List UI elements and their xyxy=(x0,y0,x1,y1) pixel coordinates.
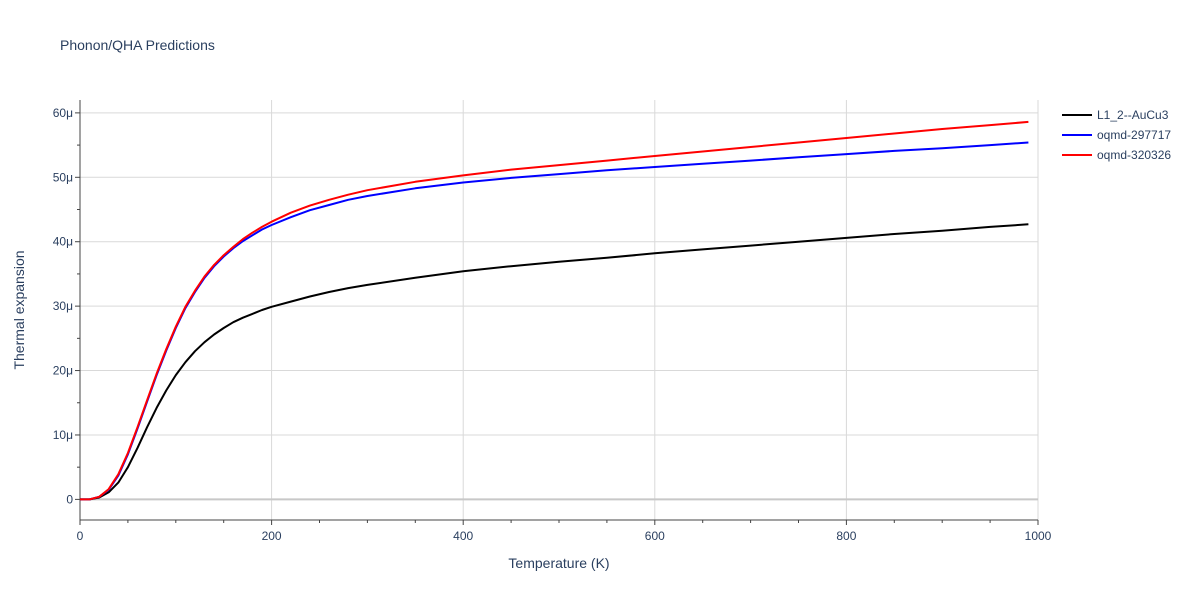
series-line-L1_2--AuCu3 xyxy=(80,223,1029,501)
x-tick-label: 200 xyxy=(262,529,282,543)
x-tick-label: 400 xyxy=(453,529,473,543)
x-axis-title: Temperature (K) xyxy=(508,555,609,571)
legend-item-oqmd-297717[interactable]: oqmd-297717 xyxy=(1062,128,1171,142)
legend[interactable]: L1_2--AuCu3 oqmd-297717 oqmd-320326 xyxy=(1062,108,1171,162)
x-tick-label: 1000 xyxy=(1025,529,1052,543)
legend-item-oqmd-320326[interactable]: oqmd-320326 xyxy=(1062,148,1171,162)
legend-label: L1_2--AuCu3 xyxy=(1097,108,1169,122)
y-axis-title: Thermal expansion xyxy=(11,250,27,369)
y-tick-label: 60μ xyxy=(53,106,73,120)
x-tick-label: 800 xyxy=(836,529,856,543)
legend-item-L1_2--AuCu3[interactable]: L1_2--AuCu3 xyxy=(1062,108,1169,122)
x-tick-label: 0 xyxy=(77,529,84,543)
series-lines xyxy=(80,120,1029,501)
grid xyxy=(80,100,1039,520)
axes: 0 200 400 600 800 1000 0 10μ 20μ 30μ 40μ 50μ 60μ xyxy=(53,100,1052,543)
y-tick-label: 30μ xyxy=(53,299,73,313)
y-tick-label: 50μ xyxy=(53,170,73,184)
y-tick-label: 40μ xyxy=(53,235,73,249)
legend-label: oqmd-297717 xyxy=(1097,128,1171,142)
y-tick-label: 0 xyxy=(66,492,73,506)
y-tick-label: 20μ xyxy=(53,364,73,378)
chart-title: Phonon/QHA Predictions xyxy=(60,37,215,53)
x-tick-label: 600 xyxy=(645,529,665,543)
series-line-oqmd-320326 xyxy=(80,120,1029,501)
legend-label: oqmd-320326 xyxy=(1097,148,1171,162)
y-tick-label: 10μ xyxy=(53,428,73,442)
